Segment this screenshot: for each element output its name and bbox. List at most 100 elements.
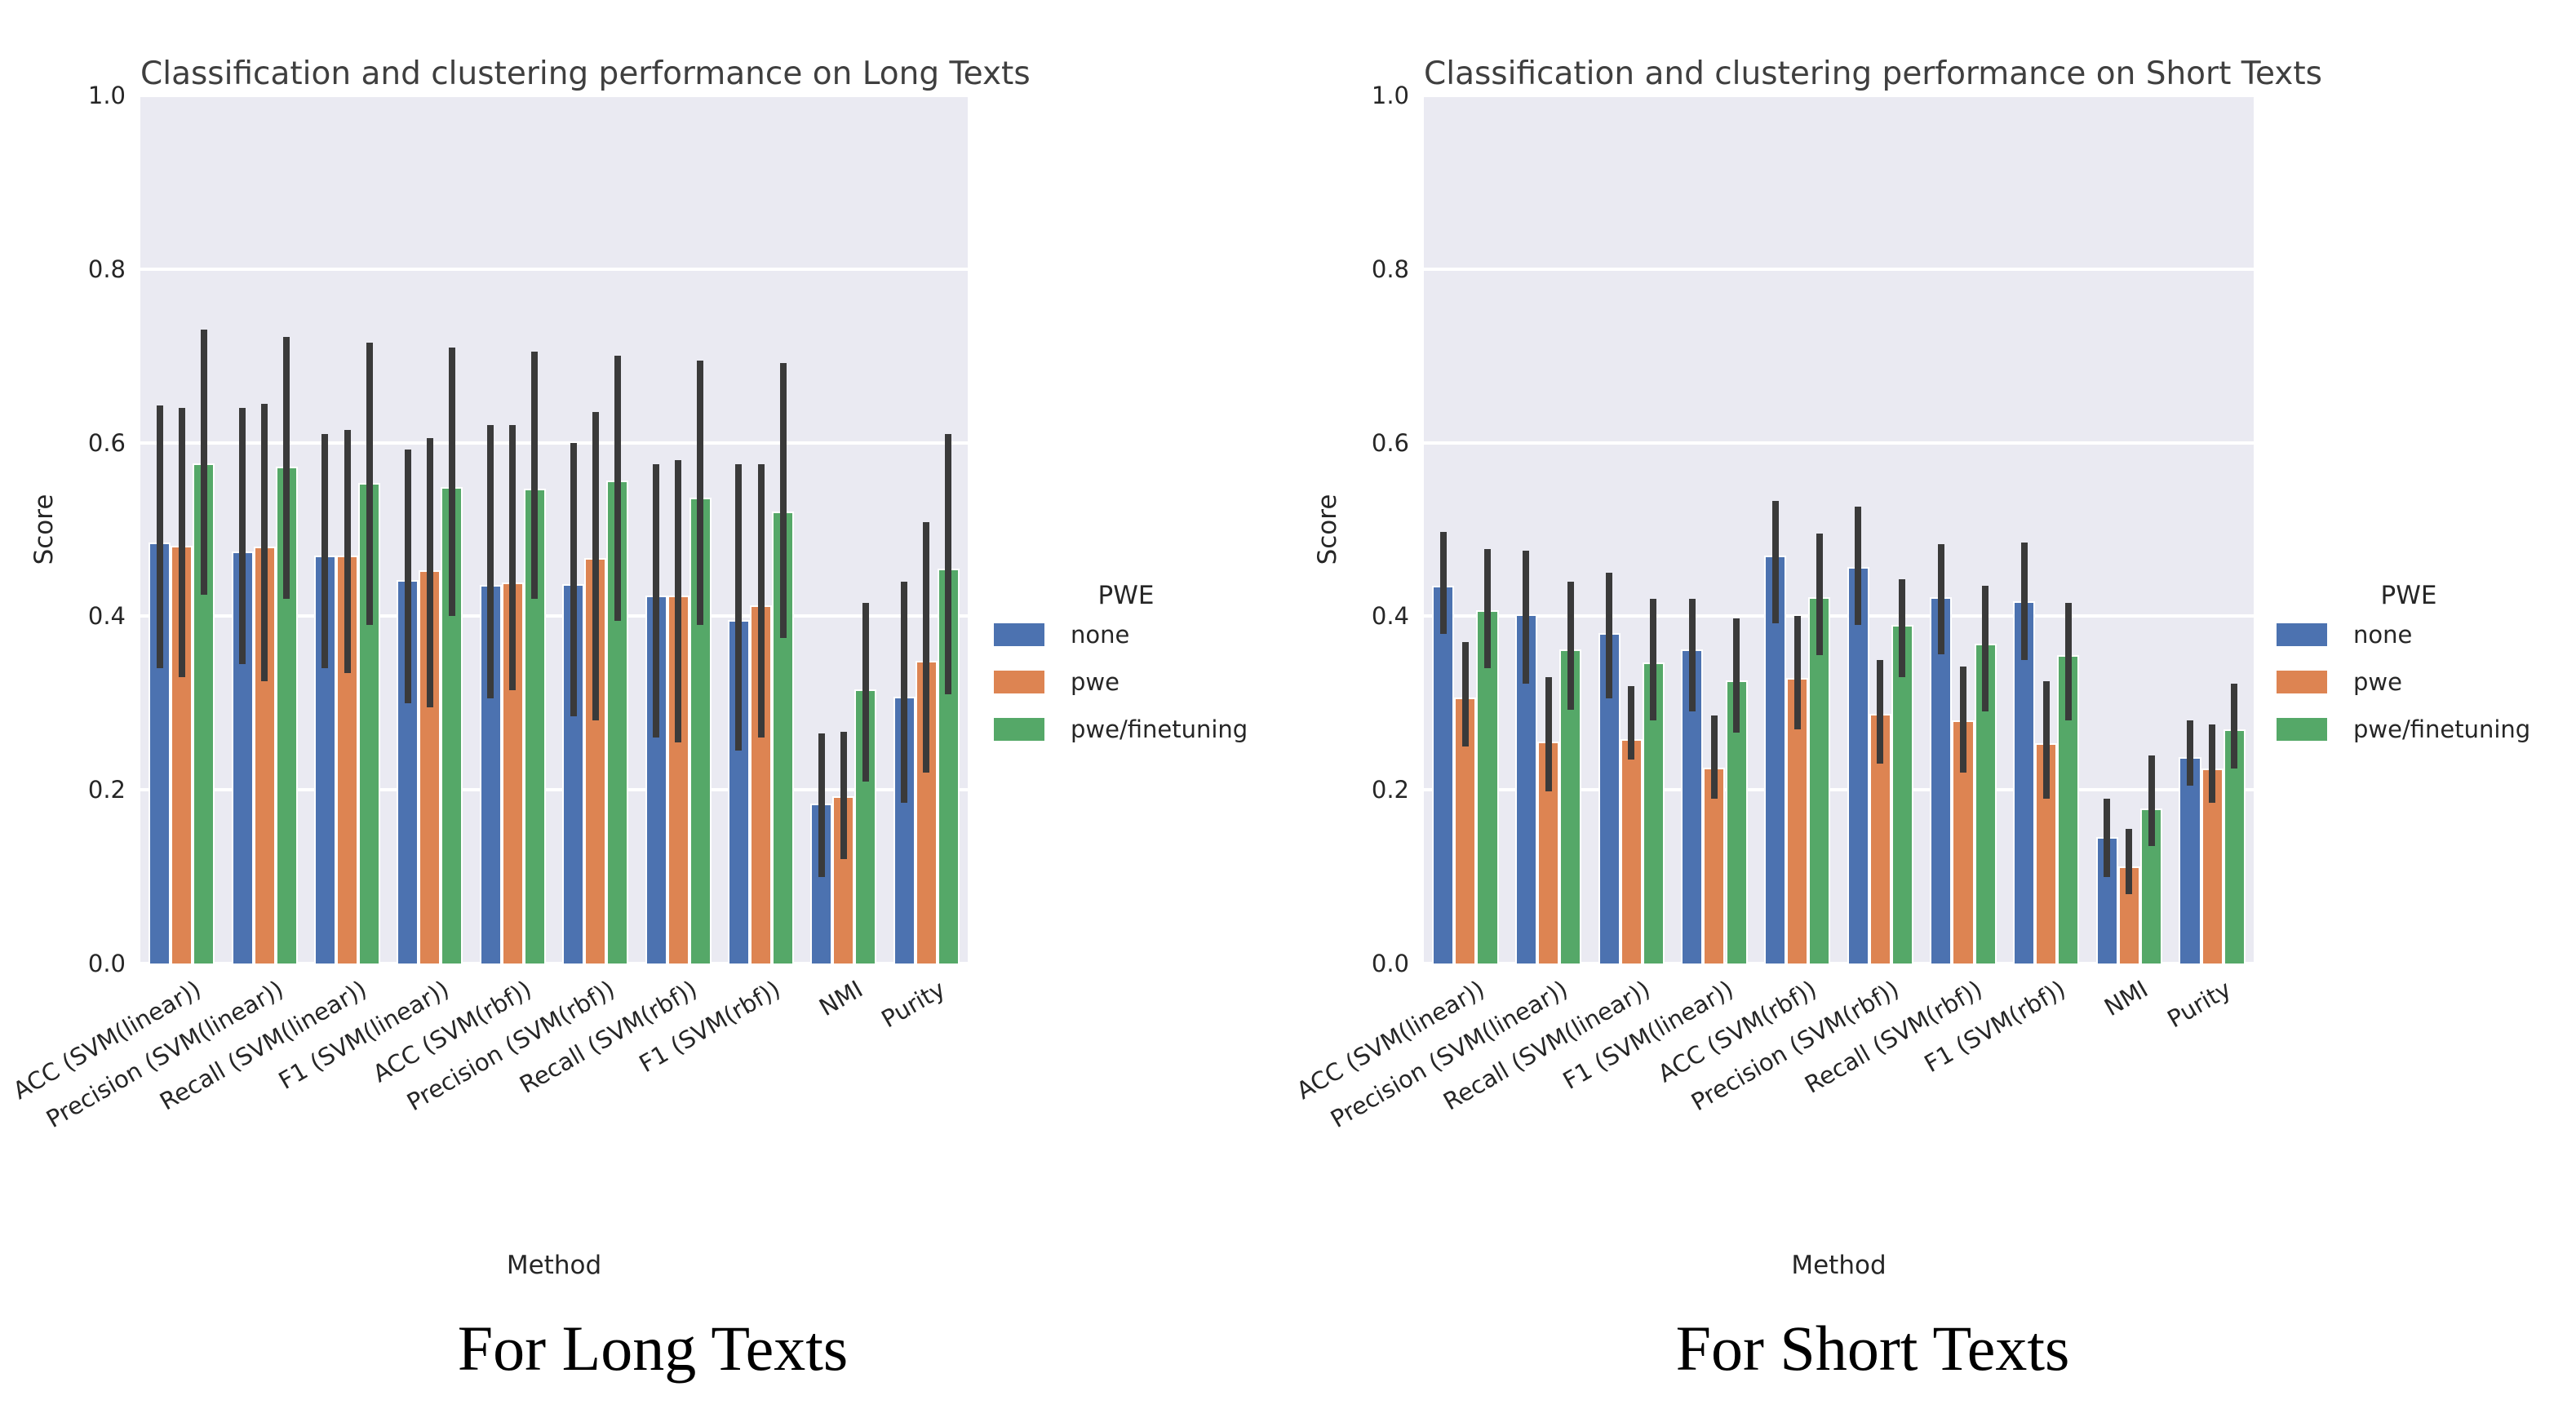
- y-tick-label: 0.4: [1371, 602, 1409, 631]
- error-bar: [1483, 549, 1491, 669]
- error-bar: [1855, 507, 1862, 626]
- error-bar: [1899, 578, 1906, 677]
- y-axis-label: Score: [29, 494, 59, 565]
- bar-none: [2179, 756, 2201, 964]
- gridline: [140, 788, 968, 792]
- bar-pwe: [253, 547, 276, 964]
- error-bar: [448, 347, 455, 617]
- bar-pwe-finetuning: [1891, 625, 1914, 964]
- bar-none: [1930, 596, 1953, 964]
- chart-title: Classification and clustering performanc…: [140, 55, 1031, 92]
- legend-label-pwe: pwe: [1071, 668, 1120, 696]
- error-bar: [2104, 798, 2111, 877]
- gridline: [140, 614, 968, 618]
- bar-none: [1847, 566, 1869, 964]
- error-bar: [570, 442, 577, 716]
- legend-label-none: none: [2353, 621, 2413, 649]
- bar-pwe-finetuning: [1476, 609, 1499, 964]
- y-tick-label: 0.8: [1371, 255, 1409, 283]
- caption-short-texts: For Short Texts: [1675, 1313, 2070, 1384]
- error-bar: [818, 733, 825, 877]
- bar-pwe: [1536, 741, 1560, 964]
- y-axis-label: Score: [1313, 494, 1342, 565]
- error-bar: [1606, 573, 1613, 699]
- gridline: [1424, 788, 2254, 792]
- error-bar: [1982, 586, 1989, 712]
- error-bar: [2231, 684, 2238, 769]
- legend-left: PWE none pwe pwe/finetuning: [994, 571, 1337, 759]
- error-bar: [697, 360, 704, 626]
- bar-none: [1763, 555, 1787, 964]
- error-bar: [1733, 618, 1740, 733]
- error-bar: [2064, 603, 2072, 721]
- error-bar: [614, 356, 621, 621]
- error-bar: [2209, 724, 2216, 804]
- bar-none: [2013, 601, 2036, 964]
- error-bar: [1461, 642, 1469, 746]
- error-bar: [2020, 542, 2028, 660]
- bar-none: [562, 584, 585, 964]
- gridline: [1424, 614, 2254, 618]
- error-bar: [2148, 755, 2155, 847]
- x-axis-label: Method: [506, 1251, 602, 1280]
- gridline: [1424, 441, 2254, 445]
- bar-none: [1432, 586, 1455, 964]
- error-bar: [1545, 676, 1552, 792]
- y-tick-label: 1.0: [87, 82, 126, 109]
- error-bar: [862, 603, 869, 782]
- error-bar: [283, 336, 290, 600]
- error-bar: [1567, 581, 1574, 711]
- error-bar: [321, 433, 329, 669]
- error-bar: [261, 403, 268, 682]
- error-bar: [1439, 532, 1447, 634]
- y-tick-label: 0.0: [1371, 950, 1409, 977]
- error-bar: [1816, 534, 1823, 656]
- error-bar: [735, 464, 743, 751]
- error-bar: [1793, 616, 1801, 729]
- caption-long-texts: For Long Texts: [457, 1313, 849, 1384]
- gridline: [140, 94, 968, 97]
- legend-label-none: none: [1071, 621, 1130, 649]
- error-bar: [1771, 500, 1779, 623]
- error-bar: [531, 351, 539, 600]
- error-bar: [1628, 685, 1635, 760]
- error-bar: [2126, 829, 2133, 894]
- error-bar: [1688, 599, 1696, 712]
- y-tick-label: 0.0: [87, 950, 126, 977]
- error-bar: [344, 429, 351, 673]
- bar-pwe: [1454, 698, 1477, 964]
- y-tick-label: 0.4: [87, 602, 126, 631]
- error-bar: [901, 581, 908, 804]
- error-bar: [840, 731, 847, 860]
- legend-right: PWE none pwe pwe/finetuning: [2277, 571, 2576, 759]
- gridline: [1424, 94, 2254, 97]
- bar-pwe-finetuning: [275, 467, 298, 964]
- error-bar: [1710, 715, 1718, 799]
- chart-title: Classification and clustering performanc…: [1424, 55, 2322, 92]
- legend-swatch-none: [994, 623, 1044, 646]
- y-tick-label: 0.8: [87, 255, 126, 283]
- error-bar: [178, 408, 185, 677]
- legend-label-pwe: pwe: [2353, 668, 2402, 696]
- legend-swatch-pwe: [2277, 671, 2327, 693]
- legend-swatch-pwe-finetuning: [994, 718, 1044, 741]
- legend-label-pwe-finetuning: pwe/finetuning: [2353, 715, 2531, 743]
- gridline: [140, 962, 968, 965]
- error-bar: [675, 459, 682, 742]
- y-tick-label: 0.2: [1371, 776, 1409, 804]
- error-bar: [945, 433, 952, 695]
- legend-label-pwe-finetuning: pwe/finetuning: [1071, 715, 1248, 743]
- chart-short-texts: 0.0 0.2 0.4 0.6 0.8 1.0 ACC (SVM(linear)) Preci…: [1292, 55, 2322, 1280]
- error-bar: [592, 412, 599, 721]
- x-axis-label: Method: [1791, 1251, 1887, 1280]
- error-bar: [653, 464, 660, 738]
- legend-swatch-pwe-finetuning: [2277, 718, 2327, 741]
- bar-pwe-finetuning: [2223, 729, 2246, 964]
- bar-pwe-finetuning: [1642, 662, 1665, 964]
- y-tick-label: 0.6: [1371, 428, 1409, 457]
- bar-pwe-finetuning: [1808, 596, 1831, 964]
- error-bar: [1937, 544, 1944, 655]
- error-bar: [239, 408, 246, 664]
- chart-long-texts: 0.0 0.2 0.4 0.6 0.8 1.0 ACC (SVM(linear)) Preci…: [8, 55, 1031, 1280]
- legend-title: PWE: [2380, 581, 2437, 610]
